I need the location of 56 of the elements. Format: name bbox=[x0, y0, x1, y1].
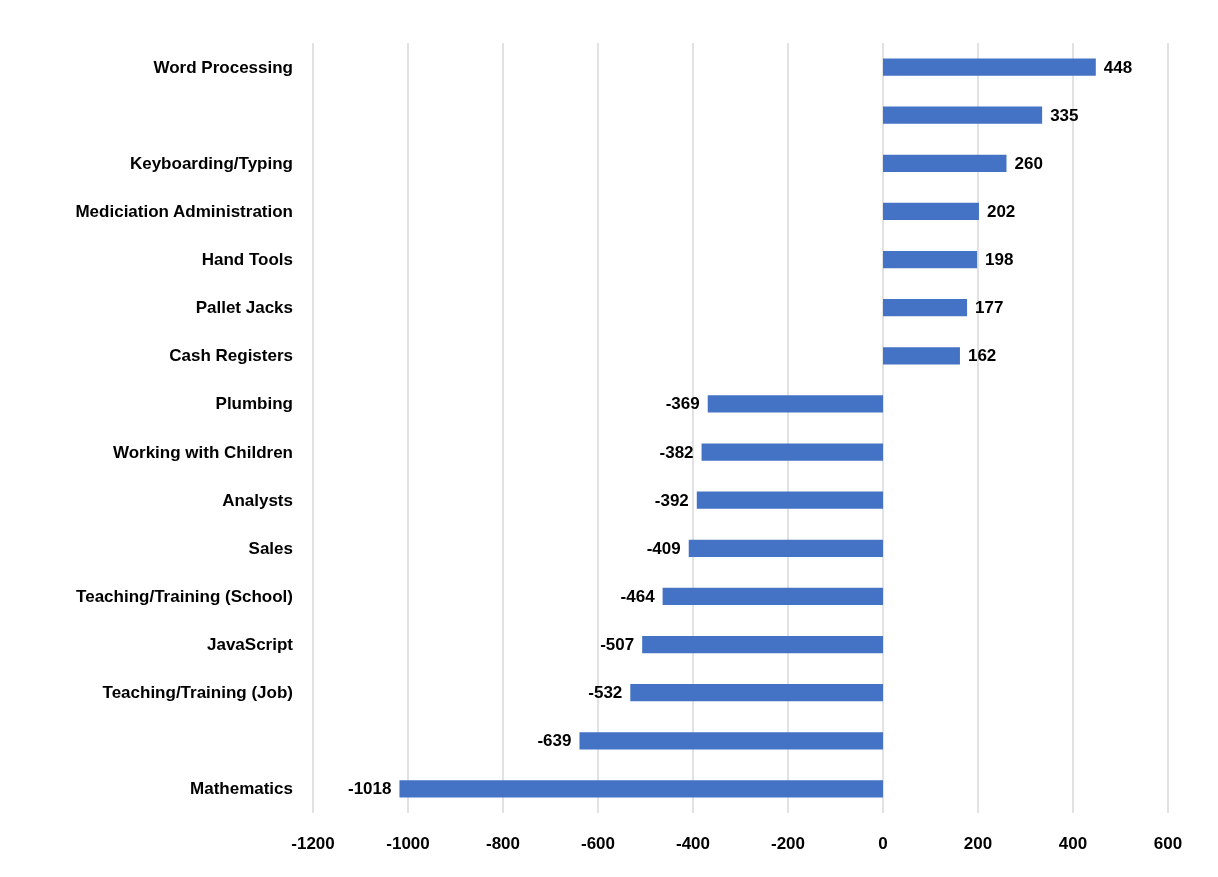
y-tick-label: Analysts bbox=[222, 490, 293, 510]
bar bbox=[883, 250, 978, 269]
bar bbox=[399, 780, 883, 798]
bar bbox=[630, 684, 883, 702]
x-tick-label: -400 bbox=[675, 834, 711, 853]
data-label: -639 bbox=[537, 731, 572, 751]
data-label: 162 bbox=[967, 346, 997, 366]
data-label: 198 bbox=[985, 250, 1014, 270]
data-label: 202 bbox=[986, 201, 1016, 221]
y-tick-label: Teaching/Training (Job) bbox=[102, 683, 293, 703]
x-tick-label: -1000 bbox=[386, 834, 430, 853]
data-label: -507 bbox=[600, 635, 635, 655]
y-tick-label: JavaScript bbox=[207, 635, 294, 655]
data-label: -464 bbox=[620, 586, 656, 606]
bar bbox=[579, 732, 883, 750]
data-label: -392 bbox=[654, 490, 689, 510]
bar bbox=[883, 299, 968, 317]
bar bbox=[883, 154, 1007, 172]
bar bbox=[696, 491, 883, 509]
y-tick-label: Mathematics bbox=[190, 779, 293, 799]
data-label: -532 bbox=[588, 683, 623, 703]
x-tick-label: 600 bbox=[1153, 834, 1183, 853]
x-tick-label: 0 bbox=[878, 834, 888, 853]
bar bbox=[883, 106, 1043, 124]
y-tick-label: Pallet Jacks bbox=[195, 298, 293, 318]
data-label: -369 bbox=[665, 394, 700, 414]
y-tick-label: Hand Tools bbox=[201, 250, 293, 270]
bar bbox=[701, 443, 883, 461]
bar bbox=[883, 202, 979, 221]
y-tick-label: Plumbing bbox=[215, 394, 293, 414]
data-label: -409 bbox=[646, 538, 681, 558]
x-tick-label: -600 bbox=[580, 834, 616, 853]
y-tick-label: Word Processing bbox=[153, 57, 293, 77]
data-label: 448 bbox=[1103, 57, 1133, 77]
y-tick-label: Cash Registers bbox=[169, 346, 293, 366]
y-tick-label: Mediciation Administration bbox=[75, 201, 293, 221]
data-label: -1018 bbox=[347, 779, 392, 799]
bar bbox=[662, 587, 883, 606]
data-label: 335 bbox=[1050, 105, 1079, 125]
y-tick-label: Teaching/Training (School) bbox=[76, 586, 293, 606]
x-tick-label: 400 bbox=[1058, 834, 1088, 853]
bar bbox=[883, 58, 1096, 76]
x-tick-label: 200 bbox=[963, 834, 993, 853]
y-tick-label: Sales bbox=[248, 538, 293, 558]
bar bbox=[688, 539, 883, 557]
x-tick-label: -200 bbox=[770, 834, 806, 853]
bar bbox=[883, 347, 960, 365]
x-tick-label: -800 bbox=[485, 834, 521, 853]
bar bbox=[707, 395, 883, 413]
y-tick-label: Keyboarding/Typing bbox=[129, 153, 293, 173]
bar bbox=[642, 635, 883, 654]
data-label: -382 bbox=[659, 442, 694, 462]
x-tick-label: -1200 bbox=[291, 834, 335, 853]
y-tick-label: Working with Children bbox=[112, 442, 293, 462]
data-label: 177 bbox=[975, 298, 1004, 318]
data-label: 260 bbox=[1014, 153, 1043, 173]
